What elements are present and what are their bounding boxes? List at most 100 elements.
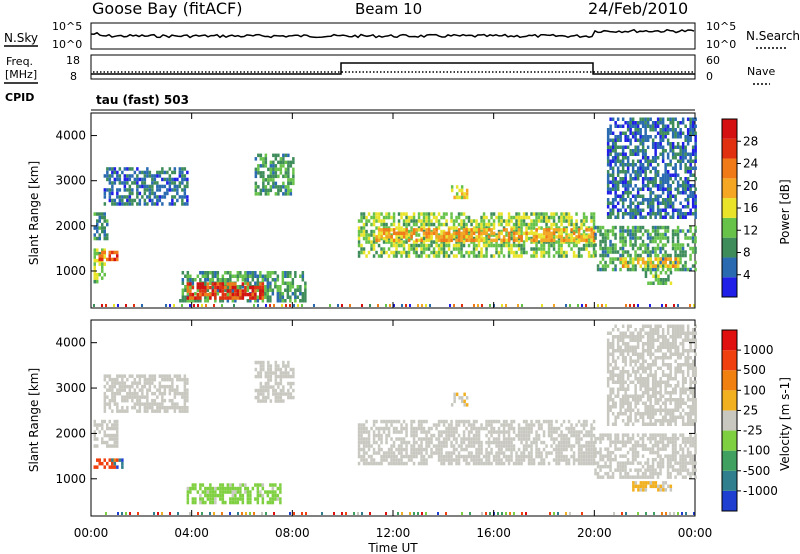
heatmap-cell	[437, 238, 441, 243]
heatmap-cell	[435, 447, 438, 452]
heatmap-cell	[477, 451, 481, 455]
heatmap-cell	[631, 159, 635, 163]
heatmap-cell	[360, 423, 363, 427]
heatmap-cell	[661, 173, 665, 177]
heatmap-cell	[594, 253, 597, 258]
heatmap-cell	[362, 444, 366, 448]
heatmap-cell	[141, 170, 144, 175]
heatmap-cell	[577, 440, 581, 445]
heatmap-cell	[106, 440, 109, 445]
heatmap-cell	[121, 461, 124, 466]
heatmap-cell	[405, 226, 408, 230]
heatmap-cell	[510, 228, 513, 232]
heatmap-cell	[472, 243, 476, 248]
heatmap-cell	[98, 236, 101, 241]
heatmap-cell	[392, 254, 396, 258]
heatmap-cell	[93, 433, 96, 438]
heatmap-cell	[606, 408, 610, 412]
heatmap-cell	[168, 388, 172, 392]
heatmap-cell	[614, 447, 617, 451]
heatmap-cell	[614, 159, 617, 163]
heatmap-cell	[547, 226, 551, 230]
heatmap-cell	[621, 184, 625, 188]
heatmap-cell	[659, 271, 663, 275]
heatmap-cell	[492, 231, 496, 236]
heatmap-cell	[684, 198, 687, 202]
heatmap-cell	[382, 247, 386, 251]
heatmap-cell	[427, 219, 431, 223]
heatmap-cell	[370, 426, 373, 431]
heatmap-cell	[611, 243, 615, 247]
heatmap-cell	[397, 243, 401, 248]
heatmap-cell	[93, 423, 96, 427]
heatmap-cell	[540, 243, 543, 248]
heatmap-cell	[410, 229, 413, 234]
heatmap-cell	[412, 451, 416, 455]
heatmap-cell	[587, 228, 591, 232]
heatmap-cell	[146, 202, 149, 206]
heatmap-cell	[686, 131, 690, 135]
heatmap-cell	[686, 229, 690, 233]
heatmap-cell	[422, 215, 426, 220]
heatmap-cell	[609, 145, 612, 149]
heatmap-cell	[694, 443, 697, 448]
heatmap-cell	[621, 246, 625, 251]
heatmap-cell	[689, 257, 692, 261]
heatmap-cell	[98, 262, 101, 266]
heatmap-cell	[596, 264, 600, 268]
heatmap-cell	[676, 121, 680, 125]
heatmap-cell	[221, 274, 225, 278]
heatmap-cell	[420, 437, 423, 441]
heatmap-cell	[367, 430, 371, 434]
heatmap-cell	[587, 233, 591, 237]
heatmap-cell	[590, 437, 593, 441]
heatmap-cell	[475, 433, 478, 438]
heatmap-cell	[146, 184, 149, 189]
heatmap-cell	[609, 440, 612, 444]
heatmap-cell	[118, 458, 122, 462]
heatmap-cell	[562, 458, 566, 462]
heatmap-cell	[691, 159, 695, 163]
heatmap-cell	[113, 440, 116, 445]
heatmap-cell	[512, 250, 516, 255]
heatmap-cell	[679, 191, 682, 195]
heatmap-cell	[357, 426, 361, 431]
heatmap-cell	[606, 253, 610, 258]
heatmap-cell	[684, 149, 687, 153]
heatmap-cell	[592, 231, 596, 236]
heatmap-cell	[621, 117, 625, 121]
heatmap-cell	[671, 239, 675, 244]
heatmap-cell	[254, 167, 258, 172]
heatmap-cell	[565, 461, 568, 466]
heatmap-cell	[580, 430, 583, 434]
heatmap-cell	[631, 201, 635, 205]
heatmap-cell	[547, 238, 551, 243]
heatmap-cell	[221, 296, 225, 300]
heatmap-cell	[550, 212, 553, 216]
heatmap-cell	[116, 388, 119, 392]
heatmap-cell	[274, 395, 278, 400]
heatmap-cell	[296, 285, 300, 289]
heatmap-cell	[472, 461, 476, 466]
heatmap-cell	[292, 388, 295, 393]
heatmap-cell	[611, 349, 615, 353]
heatmap-cell	[267, 167, 270, 172]
heatmap-cell	[639, 173, 642, 177]
heatmap-cell	[634, 198, 637, 202]
heatmap-cell	[274, 153, 278, 158]
heatmap-cell	[284, 160, 288, 165]
heatmap-cell	[619, 138, 622, 142]
heatmap-cell	[485, 423, 488, 427]
heatmap-cell	[535, 228, 538, 232]
heatmap-cell	[641, 149, 645, 153]
heatmap-cell	[138, 395, 142, 399]
heatmap-cell	[661, 191, 665, 195]
heatmap-cell	[691, 205, 695, 209]
heatmap-cell	[527, 437, 531, 441]
heatmap-cell	[357, 254, 361, 258]
heatmap-cell	[427, 426, 431, 431]
heatmap-cell	[417, 423, 421, 427]
heatmap-cell	[262, 157, 265, 161]
heatmap-cell	[138, 377, 142, 382]
heatmap-cell	[609, 345, 612, 349]
